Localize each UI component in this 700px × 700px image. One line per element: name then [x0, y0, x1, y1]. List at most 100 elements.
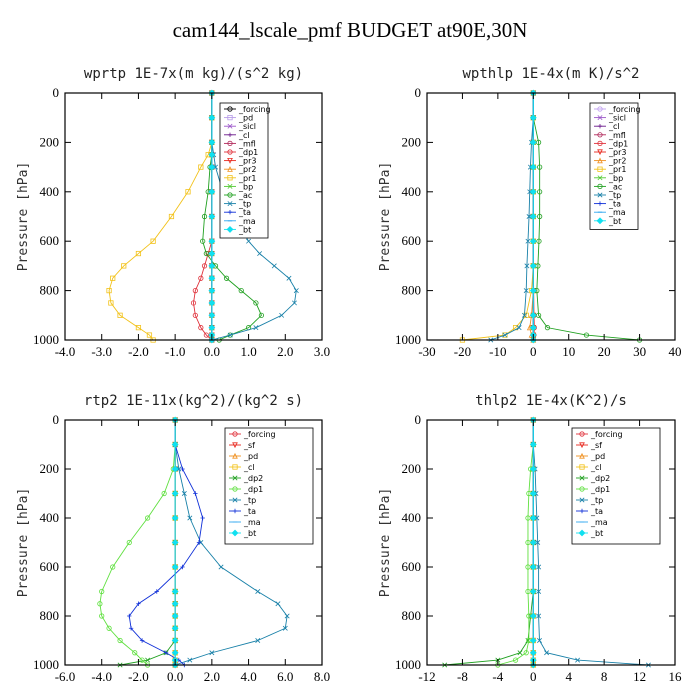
y-tick-label: 1000 [33, 657, 59, 672]
data-point [517, 650, 523, 656]
legend-marker [227, 175, 233, 181]
legend-marker [227, 149, 233, 155]
y-tick-label: 600 [402, 559, 422, 574]
legend-label: _ma [590, 518, 608, 527]
y-tick-label: 400 [40, 510, 60, 525]
legend-marker [227, 157, 233, 164]
data-point [161, 490, 167, 497]
legend-marker [597, 149, 603, 156]
data-point [257, 251, 263, 257]
page-title: cam144_lscale_pmf BUDGET at90E,30N [172, 18, 528, 42]
data-point [171, 465, 179, 473]
data-point [135, 250, 142, 257]
data-point [293, 288, 299, 294]
legend-marker [226, 225, 234, 233]
legend-item: _ta [594, 200, 621, 209]
legend-marker [227, 183, 233, 189]
data-point [253, 300, 259, 306]
x-tick-label: 3.0 [314, 344, 330, 359]
legend-item: _pr1 [224, 174, 256, 183]
data-point [527, 189, 533, 195]
y-tick-label: 200 [40, 461, 60, 476]
data-point [171, 600, 179, 608]
data-point [523, 288, 529, 294]
legend-label: _bt [590, 529, 603, 538]
legend-marker [597, 106, 603, 112]
series-group [459, 89, 643, 344]
legend-label: _mfl [608, 131, 626, 140]
x-tick-label: -4.0 [91, 669, 112, 684]
legend-marker [232, 442, 238, 449]
legend-box [571, 427, 661, 545]
legend-label: _dp1 [243, 485, 263, 494]
x-tick-label: -8 [457, 669, 468, 684]
data-point [154, 589, 159, 594]
x-tick-label: 2.0 [277, 344, 293, 359]
data-point [145, 515, 151, 521]
data-point [198, 325, 204, 331]
data-point [163, 650, 169, 655]
data-point [255, 638, 261, 643]
chart-panel-3: rtp2 1E-11x(kg^2)/(kg^2 s) Pressure [hPa]… [16, 393, 330, 684]
data-point [258, 312, 265, 318]
data-point [529, 514, 537, 522]
legend-marker [597, 132, 603, 138]
data-point [99, 613, 105, 619]
data-point [227, 332, 233, 338]
series-line-tp [490, 93, 534, 341]
data-point [198, 275, 204, 281]
x-tick-label: -12 [418, 669, 435, 684]
legend-label: _tp [608, 191, 621, 200]
series-group [97, 416, 290, 669]
series-line-dp1 [99, 420, 176, 666]
x-tick-label: 4.0 [240, 669, 256, 684]
data-point [529, 262, 537, 270]
x-tick-label: -10 [489, 344, 506, 359]
data-point [529, 637, 537, 644]
legend-marker [597, 124, 603, 129]
legend-label: _ma [243, 518, 261, 527]
legend-label: _cl [238, 131, 250, 140]
x-tick-label: 0 [530, 669, 537, 684]
x-tick-label: -6.0 [55, 669, 76, 684]
x-tick-label: 30 [633, 344, 646, 359]
legend-marker [232, 431, 238, 437]
data-point [208, 324, 216, 332]
legend-item: _ma [576, 518, 608, 527]
legend-item: _forcing [576, 430, 623, 439]
legend: _forcing_pd_sicl_cl_mfl_dp1_pr3_pr2_pr1_… [219, 102, 271, 239]
data-point [171, 441, 179, 448]
legend-label: _ta [243, 507, 256, 516]
data-point [127, 613, 132, 619]
legend-item: _tp [576, 496, 603, 505]
data-point [171, 624, 179, 632]
legend-marker [597, 115, 603, 121]
y-tick-label: 800 [40, 608, 60, 623]
data-point [279, 312, 285, 318]
data-point [180, 564, 185, 570]
data-point [525, 638, 531, 643]
x-tick-label: 16 [669, 669, 683, 684]
legend-marker [227, 115, 233, 121]
y-tick-label: 200 [40, 134, 60, 149]
data-point [529, 441, 537, 448]
legend-marker [597, 166, 603, 172]
legend-label: _ta [590, 507, 603, 516]
panel-title: wpthlp 1E-4x(m K)/s^2 [462, 66, 639, 82]
data-point [171, 514, 179, 522]
x-tick-label: -20 [454, 344, 471, 359]
data-point [110, 564, 116, 570]
plot-frame [64, 419, 323, 666]
legend-label: _forcing [608, 105, 641, 114]
x-tick-label: 12 [633, 669, 646, 684]
legend-label: _bt [608, 217, 621, 226]
legend-label: _tp [238, 200, 251, 209]
legend-item: _bt [594, 217, 621, 226]
legend-item: _pd [576, 452, 605, 461]
x-tick-label: 0.0 [167, 669, 183, 684]
legend-label: _sicl [608, 114, 626, 123]
legend-label: _ma [608, 208, 626, 217]
legend-item: _bt [224, 225, 251, 234]
legend-marker [579, 497, 585, 503]
legend-item: _sf [576, 441, 602, 450]
